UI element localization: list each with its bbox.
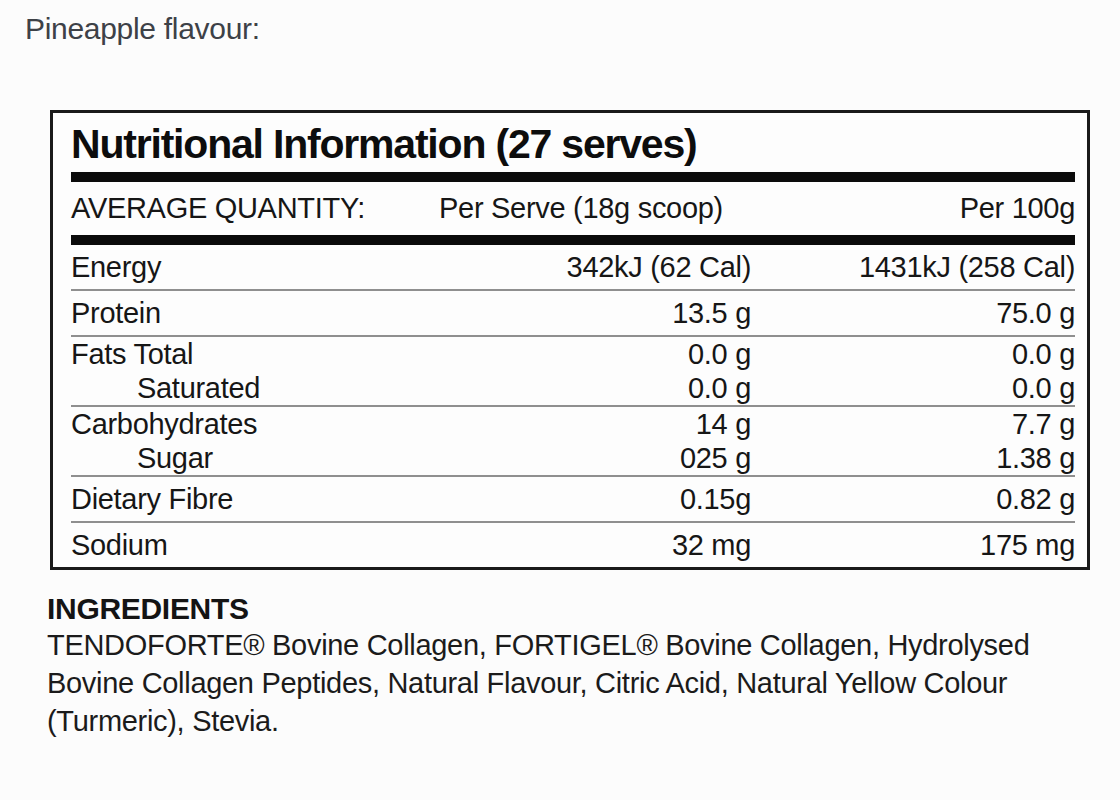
nutrient-group-energy: Energy 342kJ (62 Cal) 1431kJ (258 Cal) bbox=[71, 245, 1075, 289]
table-row: Carbohydrates 14 g 7.7 g bbox=[71, 407, 1075, 441]
table-row: Fats Total 0.0 g 0.0 g bbox=[71, 337, 1075, 371]
nutrition-label-panel: Nutritional Information (27 serves) AVER… bbox=[50, 110, 1090, 570]
nutrient-per-serve-value: 0.0 g bbox=[411, 337, 751, 371]
nutrient-per-serve-value: 14 g bbox=[411, 407, 751, 441]
nutrient-per-100g-value: 0.0 g bbox=[751, 337, 1075, 371]
nutrient-per-serve-value: 13.5 g bbox=[411, 296, 751, 330]
table-row: Dietary Fibre 0.15g 0.82 g bbox=[71, 482, 1075, 516]
nutrient-name: Energy bbox=[71, 250, 411, 284]
nutrient-per-100g-value: 175 mg bbox=[751, 528, 1075, 562]
nutrient-name: Sugar bbox=[71, 441, 411, 475]
column-header-row: AVERAGE QUANTITY: Per Serve (18g scoop) … bbox=[71, 182, 1075, 235]
table-row: Protein 13.5 g 75.0 g bbox=[71, 296, 1075, 330]
ingredients-heading: INGREDIENTS bbox=[47, 592, 1087, 626]
nutrient-per-serve-value: 025 g bbox=[411, 441, 751, 475]
thick-separator-bar-header bbox=[71, 235, 1075, 245]
ingredients-line: Bovine Collagen Peptides, Natural Flavou… bbox=[47, 664, 1087, 702]
nutrient-group-sodium: Sodium 32 mg 175 mg bbox=[71, 523, 1075, 567]
nutrition-label-title: Nutritional Information (27 serves) bbox=[71, 113, 1075, 167]
nutrient-per-serve-value: 342kJ (62 Cal) bbox=[411, 250, 751, 284]
nutrient-per-100g-value: 7.7 g bbox=[751, 407, 1075, 441]
nutrient-name: Saturated bbox=[71, 371, 411, 405]
ingredients-line: (Turmeric), Stevia. bbox=[47, 702, 1087, 740]
table-row-sub: Sugar 025 g 1.38 g bbox=[71, 441, 1075, 475]
page-heading: Pineapple flavour: bbox=[25, 12, 260, 46]
nutrient-group-protein: Protein 13.5 g 75.0 g bbox=[71, 291, 1075, 335]
nutrient-name: Protein bbox=[71, 296, 411, 330]
nutrient-per-100g-value: 1.38 g bbox=[751, 441, 1075, 475]
nutrient-per-100g-value: 75.0 g bbox=[751, 296, 1075, 330]
nutrient-group-carbohydrates: Carbohydrates 14 g 7.7 g Sugar 025 g 1.3… bbox=[71, 407, 1075, 475]
nutrient-group-fats: Fats Total 0.0 g 0.0 g Saturated 0.0 g 0… bbox=[71, 337, 1075, 405]
nutrient-per-100g-value: 0.82 g bbox=[751, 482, 1075, 516]
column-header-per-serve: Per Serve (18g scoop) bbox=[411, 191, 751, 225]
nutrient-per-100g-value: 1431kJ (258 Cal) bbox=[751, 250, 1075, 284]
ingredients-section: INGREDIENTS TENDOFORTE® Bovine Collagen,… bbox=[47, 592, 1087, 740]
column-header-per-100g: Per 100g bbox=[751, 191, 1075, 225]
column-header-quantity: AVERAGE QUANTITY: bbox=[71, 191, 411, 225]
nutrient-per-serve-value: 0.0 g bbox=[411, 371, 751, 405]
thick-separator-bar-top bbox=[71, 172, 1075, 182]
table-row: Sodium 32 mg 175 mg bbox=[71, 528, 1075, 562]
nutrient-name: Fats Total bbox=[71, 337, 411, 371]
nutrient-per-serve-value: 32 mg bbox=[411, 528, 751, 562]
nutrient-name: Carbohydrates bbox=[71, 407, 411, 441]
nutrient-per-100g-value: 0.0 g bbox=[751, 371, 1075, 405]
table-row-sub: Saturated 0.0 g 0.0 g bbox=[71, 371, 1075, 405]
nutrient-name: Dietary Fibre bbox=[71, 482, 411, 516]
ingredients-line: TENDOFORTE® Bovine Collagen, FORTIGEL® B… bbox=[47, 626, 1087, 664]
nutrient-name: Sodium bbox=[71, 528, 411, 562]
table-row: Energy 342kJ (62 Cal) 1431kJ (258 Cal) bbox=[71, 250, 1075, 284]
nutrient-group-dietary-fibre: Dietary Fibre 0.15g 0.82 g bbox=[71, 477, 1075, 521]
nutrient-per-serve-value: 0.15g bbox=[411, 482, 751, 516]
